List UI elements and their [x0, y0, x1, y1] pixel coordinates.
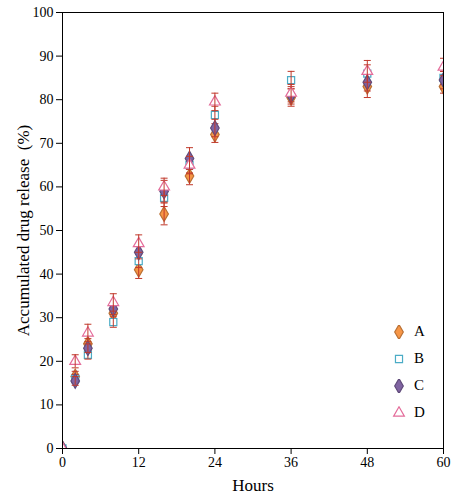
html-text:C: C — [414, 377, 424, 393]
svg-text:Hours: Hours — [232, 476, 274, 495]
svg-text:50: 50 — [40, 223, 54, 238]
svg-text:70: 70 — [40, 136, 54, 151]
svg-text:40: 40 — [40, 267, 54, 282]
svg-text:48: 48 — [360, 455, 374, 470]
svg-text:100: 100 — [33, 5, 54, 20]
svg-text:80: 80 — [40, 92, 54, 107]
svg-text:0: 0 — [47, 441, 54, 456]
svg-text:20: 20 — [40, 354, 54, 369]
html-text:B: B — [414, 350, 424, 366]
svg-text:36: 36 — [284, 455, 298, 470]
svg-text:0: 0 — [59, 455, 66, 470]
svg-text:60: 60 — [437, 455, 451, 470]
svg-text:24: 24 — [208, 455, 222, 470]
svg-text:60: 60 — [40, 179, 54, 194]
svg-text:Accumulated drug release (%): Accumulated drug release (%) — [14, 125, 33, 336]
svg-text:10: 10 — [40, 397, 54, 412]
html-text:A: A — [414, 323, 425, 339]
svg-text:90: 90 — [40, 49, 54, 64]
html-text:D: D — [414, 404, 425, 420]
svg-text:30: 30 — [40, 310, 54, 325]
svg-text:12: 12 — [132, 455, 146, 470]
